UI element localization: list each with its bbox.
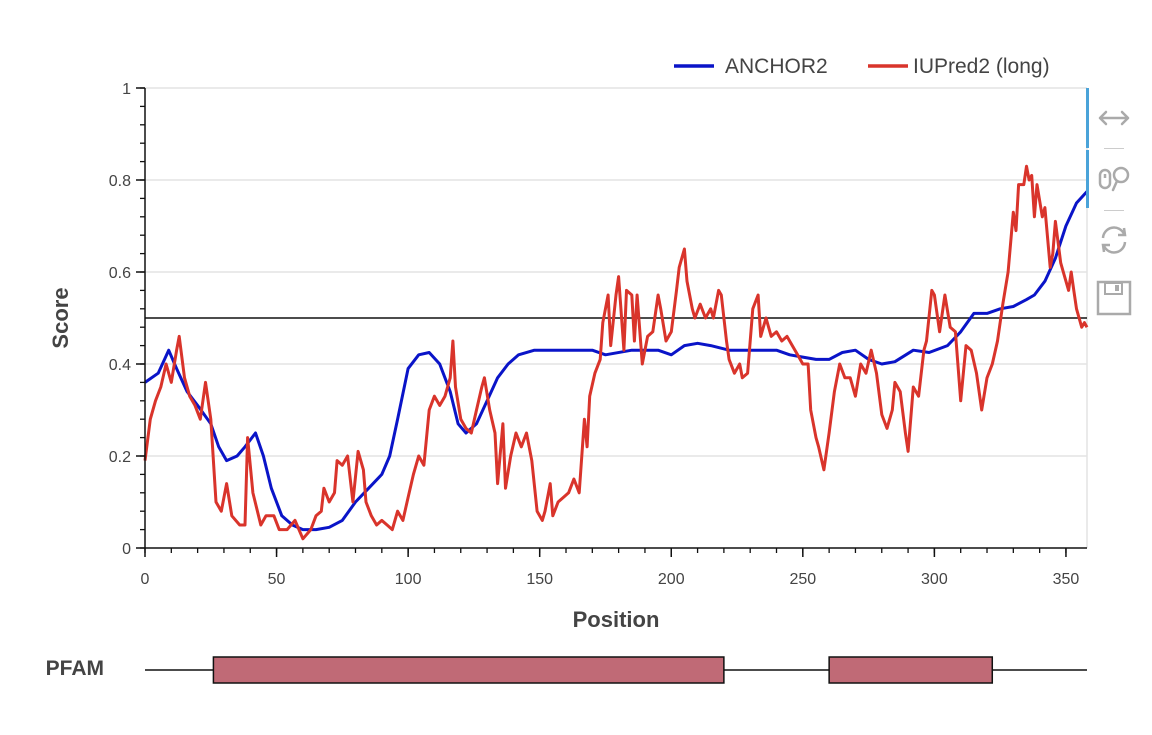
y-axis-title: Score bbox=[48, 287, 73, 348]
y-tick-label: 0.8 bbox=[109, 173, 131, 190]
pfam-domain bbox=[828, 656, 994, 684]
legend-label: IUPred2 (long) bbox=[913, 55, 1050, 78]
save-icon[interactable] bbox=[1094, 278, 1134, 318]
reset-icon[interactable] bbox=[1094, 220, 1134, 260]
x-tick-label: 250 bbox=[789, 571, 816, 588]
series-line bbox=[144, 190, 1089, 532]
plot-toolbar bbox=[1086, 86, 1146, 326]
x-tick-label: 50 bbox=[268, 571, 286, 588]
toolbar-separator bbox=[1104, 210, 1124, 211]
x-tick-label: 300 bbox=[921, 571, 948, 588]
x-axis-title: Position bbox=[573, 607, 660, 632]
pfam-domain bbox=[212, 656, 725, 684]
x-tick-label: 100 bbox=[395, 571, 422, 588]
legend-label: ANCHOR2 bbox=[725, 55, 828, 78]
y-tick-label: 0.2 bbox=[109, 449, 131, 466]
legend: ANCHOR2 IUPred2 (long) bbox=[674, 55, 1050, 78]
x-tick-label: 150 bbox=[526, 571, 553, 588]
y-tick-label: 0.6 bbox=[109, 265, 131, 282]
wheel-zoom-icon[interactable] bbox=[1094, 158, 1134, 198]
x-tick-label: 350 bbox=[1053, 571, 1080, 588]
pan-active-indicator bbox=[1086, 88, 1089, 148]
x-tick-label: 200 bbox=[658, 571, 685, 588]
axes: 0 0.2 0.4 0.6 0.8 1 0 50 100 150 200 250 300 350 bbox=[109, 81, 1087, 588]
pan-horizontal-icon[interactable] bbox=[1094, 98, 1134, 138]
y-tick-label: 1 bbox=[122, 81, 131, 98]
x-tick-label: 0 bbox=[141, 571, 150, 588]
y-tick-label: 0 bbox=[122, 541, 131, 558]
series-layer bbox=[143, 164, 1089, 541]
zoom-active-indicator bbox=[1086, 150, 1089, 208]
series-line bbox=[143, 164, 1089, 541]
toolbar-separator bbox=[1104, 148, 1124, 149]
pfam-track: PFAM bbox=[46, 656, 1087, 684]
track-label: PFAM bbox=[46, 657, 104, 680]
y-tick-label: 0.4 bbox=[109, 357, 131, 374]
